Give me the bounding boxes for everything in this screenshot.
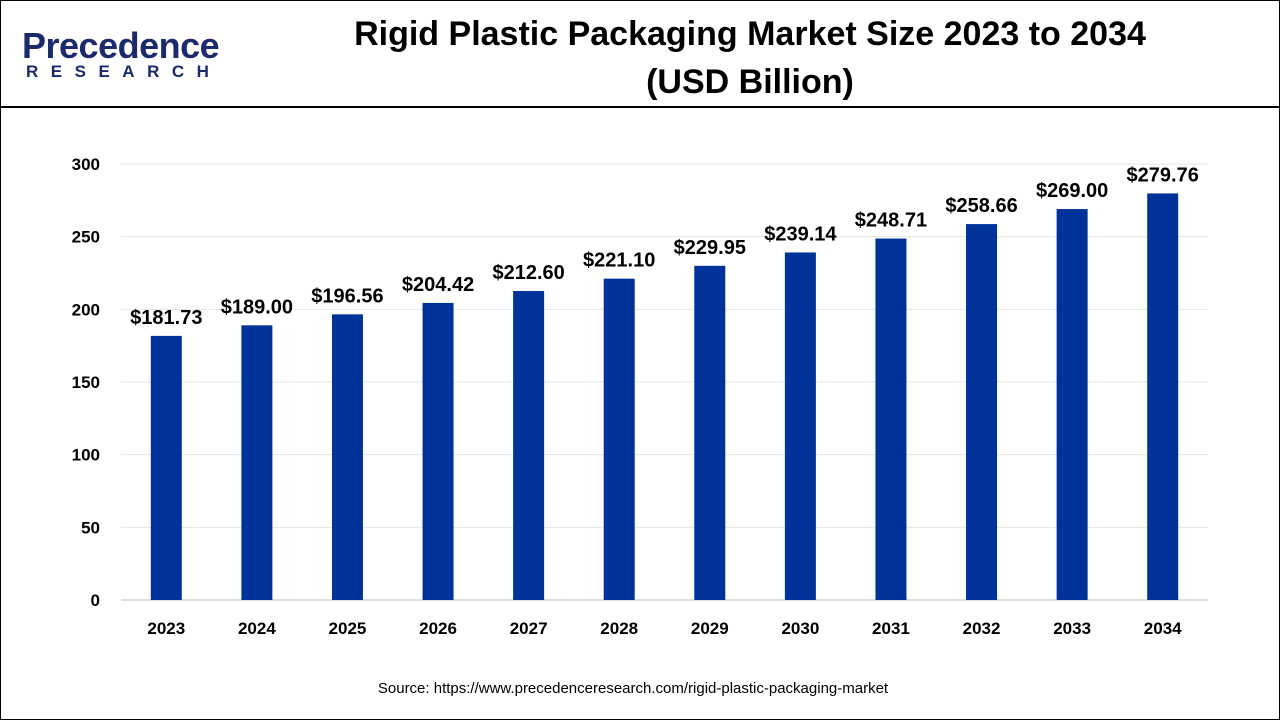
- data-label: $196.56: [311, 285, 383, 307]
- bar: [1147, 193, 1179, 600]
- data-label: $239.14: [764, 223, 837, 245]
- bar: [966, 224, 998, 600]
- data-label: $204.42: [402, 274, 474, 296]
- source-note: Source: https://www.precedenceresearch.c…: [377, 680, 889, 697]
- data-label: $279.76: [1127, 164, 1199, 186]
- bar: [1056, 209, 1088, 600]
- data-label: $181.73: [130, 307, 202, 329]
- data-label: $269.00: [1036, 180, 1108, 202]
- y-tick-label: 250: [72, 228, 100, 247]
- y-tick-label: 50: [81, 518, 100, 537]
- bar: [694, 265, 726, 600]
- data-label: $189.00: [221, 296, 293, 318]
- y-tick-label: 200: [72, 300, 100, 319]
- x-tick-label: 2030: [781, 619, 819, 638]
- header-divider: [0, 106, 1280, 108]
- y-tick-label: 150: [72, 373, 100, 392]
- bar: [241, 325, 273, 600]
- bar: [513, 291, 545, 600]
- bar: [603, 278, 635, 600]
- logo-line1: Precedence: [22, 25, 220, 66]
- x-tick-label: 2026: [419, 619, 457, 638]
- x-tick-label: 2031: [872, 619, 910, 638]
- data-label: $221.10: [583, 250, 655, 272]
- data-label: $212.60: [492, 262, 564, 284]
- x-tick-label: 2032: [963, 619, 1001, 638]
- bar: [150, 335, 182, 600]
- x-tick-label: 2034: [1144, 619, 1182, 638]
- logo: Precedence RESEARCH: [22, 28, 221, 82]
- bar: [784, 252, 816, 600]
- bar: [422, 302, 454, 600]
- y-tick-label: 0: [91, 591, 100, 610]
- data-label: $229.95: [674, 237, 746, 259]
- y-tick-label: 100: [72, 446, 100, 465]
- data-label: $248.71: [855, 210, 927, 232]
- x-tick-label: 2029: [691, 619, 729, 638]
- x-tick-label: 2028: [600, 619, 638, 638]
- x-tick-label: 2023: [147, 619, 185, 638]
- x-tick-label: 2027: [510, 619, 548, 638]
- data-label: $258.66: [945, 195, 1017, 217]
- y-tick-label: 300: [72, 155, 100, 174]
- x-tick-label: 2033: [1053, 619, 1091, 638]
- logo-line2: RESEARCH: [26, 62, 222, 81]
- x-tick-label: 2024: [238, 619, 276, 638]
- x-tick-label: 2025: [329, 619, 367, 638]
- title-line2: (USD Billion): [646, 63, 854, 101]
- title-line1: Rigid Plastic Packaging Market Size 2023…: [354, 15, 1146, 53]
- bar: [331, 314, 363, 600]
- bar: [875, 238, 907, 600]
- chart-title: Rigid Plastic Packaging Market Size 2023…: [250, 10, 1250, 106]
